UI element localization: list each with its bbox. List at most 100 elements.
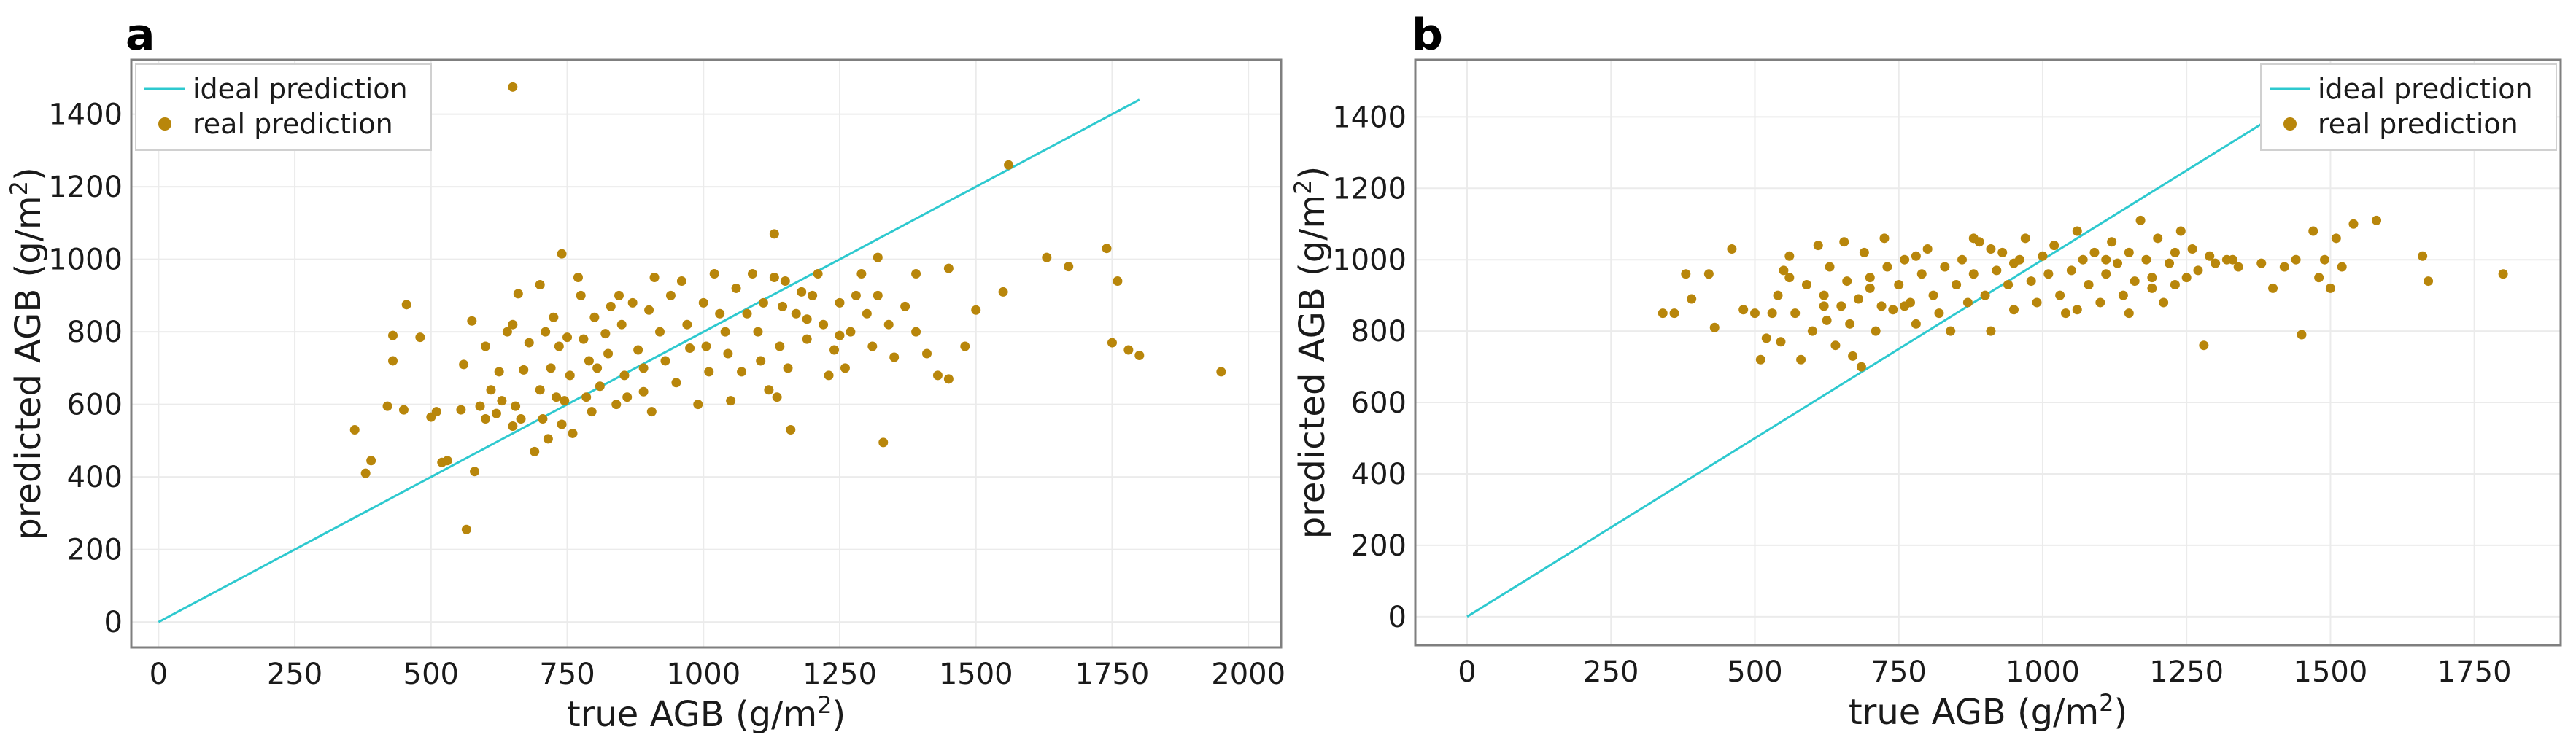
data-point <box>932 370 943 381</box>
data-point <box>835 297 845 308</box>
data-point <box>701 341 711 351</box>
data-point <box>2233 262 2243 272</box>
data-point <box>1669 308 1679 319</box>
data-point <box>1658 308 1668 319</box>
data-point <box>2055 290 2065 300</box>
data-point <box>1681 269 1691 279</box>
data-point <box>922 348 932 359</box>
data-point <box>2170 279 2180 289</box>
data-point <box>579 334 589 344</box>
data-point <box>554 341 564 351</box>
data-point <box>2118 290 2128 300</box>
data-point <box>573 273 583 283</box>
y-tick-label: 1400 <box>1332 101 1407 134</box>
data-point <box>2032 297 2042 308</box>
data-point <box>627 297 638 308</box>
x-tick-labels: 0 250 500 750 1000 1250 1500 1750 <box>1458 655 2511 689</box>
data-point <box>2066 265 2076 276</box>
panel-label-a: a <box>125 9 155 61</box>
data-point <box>535 279 545 289</box>
data-point <box>1779 265 1789 276</box>
data-point <box>1807 326 1817 336</box>
x-tick-label: 250 <box>267 658 322 691</box>
data-point <box>2159 297 2169 308</box>
data-point <box>1004 160 1014 170</box>
data-point <box>2308 226 2318 236</box>
data-point <box>943 263 954 273</box>
data-point <box>1042 252 1052 262</box>
data-point <box>480 414 490 424</box>
data-point <box>480 341 490 351</box>
data-point <box>2141 254 2151 265</box>
data-point <box>1709 322 1720 332</box>
data-point <box>883 319 894 330</box>
x-tick-label: 500 <box>403 658 459 691</box>
data-point <box>1845 319 1855 329</box>
y-tick-label: 1000 <box>1332 244 1407 277</box>
data-point <box>2009 305 2019 315</box>
data-point <box>2193 265 2203 276</box>
data-point <box>1980 290 1990 300</box>
data-point <box>775 341 785 351</box>
data-point <box>753 327 763 337</box>
data-point <box>720 327 730 337</box>
data-point <box>2078 254 2088 265</box>
data-point <box>2498 269 2508 279</box>
data-point <box>2026 276 2036 287</box>
data-point <box>2147 273 2157 283</box>
data-point <box>1819 290 1829 300</box>
data-point <box>2061 308 2071 319</box>
x-tick-label: 500 <box>1727 655 1782 689</box>
data-point <box>1934 308 1944 319</box>
data-point <box>731 283 741 293</box>
y-tick-label: 1200 <box>48 171 123 204</box>
data-point <box>2187 244 2197 254</box>
data-point <box>622 392 633 402</box>
data-point <box>2279 262 2289 272</box>
data-point <box>2101 269 2111 279</box>
data-point <box>530 446 540 456</box>
data-point <box>557 419 567 429</box>
data-point <box>1900 254 1910 265</box>
data-point <box>1940 262 1950 272</box>
x-tick-label: 1000 <box>666 658 740 691</box>
data-point <box>1113 276 1123 286</box>
data-point <box>524 338 534 348</box>
y-tick-label: 1200 <box>1332 172 1407 206</box>
data-point <box>1968 269 1979 279</box>
data-point <box>943 374 954 384</box>
y-tick-label: 0 <box>1388 601 1407 634</box>
data-point <box>511 401 521 411</box>
data-point <box>2009 258 2019 268</box>
data-point <box>535 385 545 395</box>
data-point <box>1922 244 1933 254</box>
data-point <box>911 269 921 279</box>
legend-entry-ideal: ideal prediction <box>193 73 408 105</box>
data-point <box>1836 301 1846 311</box>
y-axis-label: predicted AGB (g/m2) <box>5 167 49 540</box>
data-point <box>1839 237 1849 247</box>
data-point <box>2325 283 2335 293</box>
data-point <box>1952 279 1962 289</box>
data-point <box>565 370 575 381</box>
data-point <box>1727 244 1737 254</box>
data-point <box>1842 276 1852 287</box>
data-point <box>2320 254 2330 265</box>
x-tick-label: 1750 <box>2437 655 2512 689</box>
data-point <box>2205 251 2215 261</box>
data-point <box>682 319 692 330</box>
data-point <box>1876 301 1887 311</box>
legend-entry-ideal: ideal prediction <box>2318 73 2533 105</box>
data-point <box>2165 258 2175 268</box>
data-point <box>900 301 910 311</box>
data-point <box>1784 273 1795 283</box>
y-tick-label: 600 <box>1351 386 1407 420</box>
data-point <box>2418 251 2428 261</box>
data-point <box>1123 345 1134 355</box>
data-point <box>475 401 485 411</box>
data-point <box>960 341 970 351</box>
x-tick-label: 1000 <box>2006 655 2080 689</box>
data-point <box>1822 315 1832 325</box>
x-tick-label: 1750 <box>1075 658 1150 691</box>
data-point <box>756 356 766 366</box>
